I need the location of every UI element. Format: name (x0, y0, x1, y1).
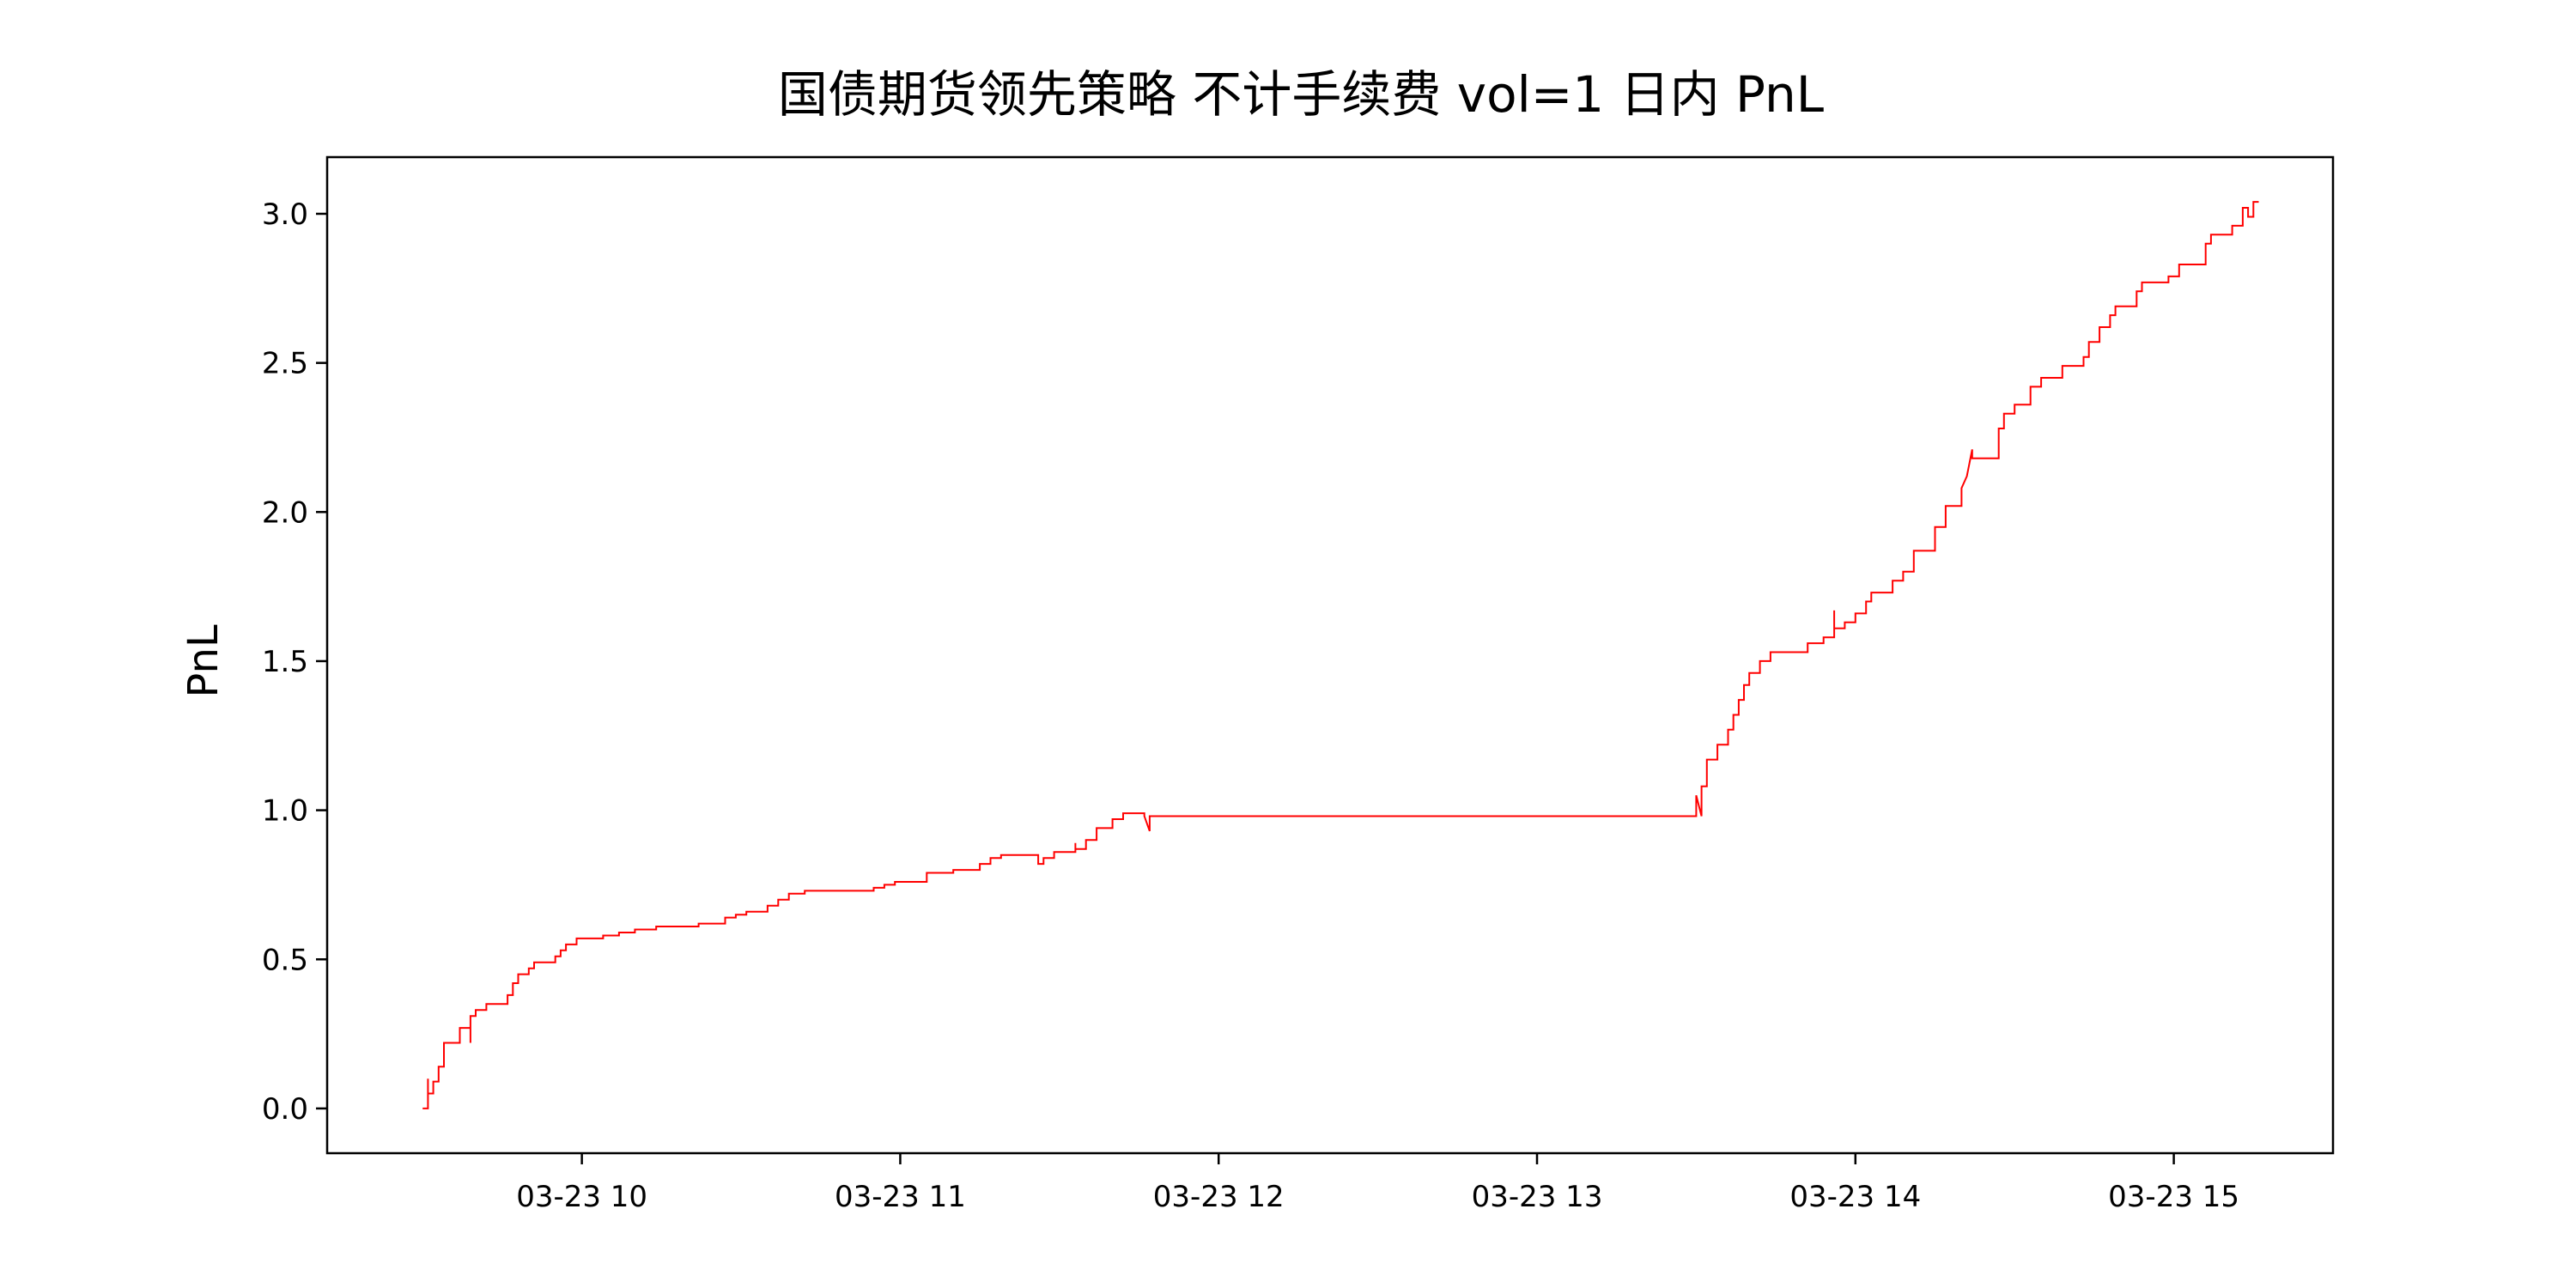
x-tick-label: 03-23 11 (835, 1180, 966, 1214)
x-tick-label: 03-23 15 (2108, 1180, 2239, 1214)
plot-frame (325, 155, 2335, 1155)
y-axis-label: PnL (179, 624, 228, 698)
y-tick-label: 1.5 (262, 645, 308, 679)
plot-area (422, 201, 2259, 1109)
axis-ticks: 0.0 0.5 1.0 1.5 2.0 2.5 3.0 03-23 10 03-23 11 03-… (262, 197, 2239, 1214)
y-tick-label: 0.0 (262, 1092, 308, 1127)
y-tick-label: 0.5 (262, 943, 308, 977)
x-tick-label: 03-23 13 (1472, 1180, 1603, 1214)
pnl-series-line (422, 201, 2259, 1109)
y-tick-label: 2.5 (262, 347, 308, 381)
chart-title: 国债期货领先策略 不计手续费 vol=1 日内 PnL (778, 65, 1824, 124)
x-tick-label: 03-23 12 (1153, 1180, 1285, 1214)
y-tick-label: 2.0 (262, 495, 308, 530)
x-tick-label: 03-23 10 (516, 1180, 647, 1214)
y-tick-label: 1.0 (262, 794, 308, 829)
y-tick-label: 3.0 (262, 197, 308, 232)
x-tick-label: 03-23 14 (1789, 1180, 1921, 1214)
